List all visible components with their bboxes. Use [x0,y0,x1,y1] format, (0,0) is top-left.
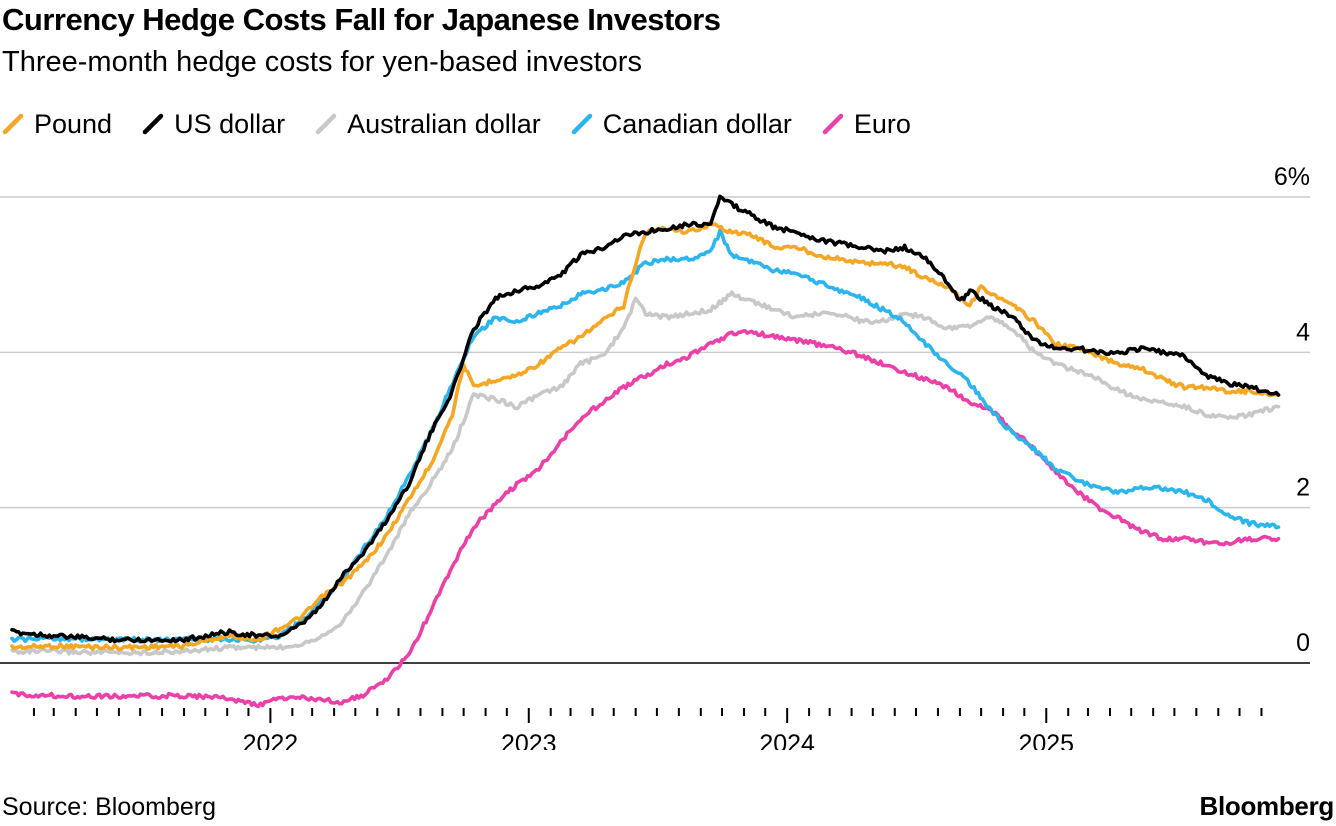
legend-label: Canadian dollar [602,108,792,139]
series-line-pound [10,221,1281,652]
series-line-euro [10,329,1281,709]
legend-item-pound: Pound [2,109,112,140]
legend-label: Australian dollar [347,108,541,139]
legend-item-euro: Euro [822,109,911,140]
series-lines [10,194,1281,709]
series-line-us-dollar [10,194,1281,644]
x-tick-label-2025: 2025 [1018,730,1074,750]
y-tick-label-6: 6% [1274,163,1310,191]
chart-title: Currency Hedge Costs Fall for Japanese I… [2,2,721,37]
chart-subtitle: Three-month hedge costs for yen-based in… [2,46,642,78]
x-tick-label-2022: 2022 [243,730,299,750]
chart-legend: Pound US dollar Australian dollar Canadian … [2,106,941,142]
legend-label: Pound [34,108,113,139]
legend-item-canadian-dollar: Canadian dollar [571,109,792,140]
y-tick-label-0: 0 [1296,629,1310,657]
series-line-australian-dollar [10,290,1281,657]
legend-swatch-icon [822,113,844,135]
y-tick-label-2: 2 [1296,474,1310,502]
line-chart: 0 2 4 6% 2022 2023 2024 2025 [0,163,1311,750]
x-tick-label-2024: 2024 [759,730,815,750]
legend-swatch-icon [315,113,337,135]
legend-swatch-icon [142,113,164,135]
legend-label: Euro [853,108,911,139]
source-note: Source: Bloomberg [2,793,217,821]
x-axis-ticks [32,708,1263,723]
legend-item-australian-dollar: Australian dollar [315,109,541,140]
legend-item-us-dollar: US dollar [142,109,285,140]
legend-swatch-icon [571,113,592,135]
x-tick-label-2023: 2023 [501,730,557,750]
axis-labels: 0 2 4 6% 2022 2023 2024 2025 [243,163,1311,750]
legend-label: US dollar [174,108,286,139]
gridlines [0,196,1310,664]
y-tick-label-4: 4 [1296,318,1310,346]
legend-swatch-icon [2,113,24,135]
series-line-canadian-dollar [10,228,1281,644]
brand-logo: Bloomberg [1199,791,1334,821]
